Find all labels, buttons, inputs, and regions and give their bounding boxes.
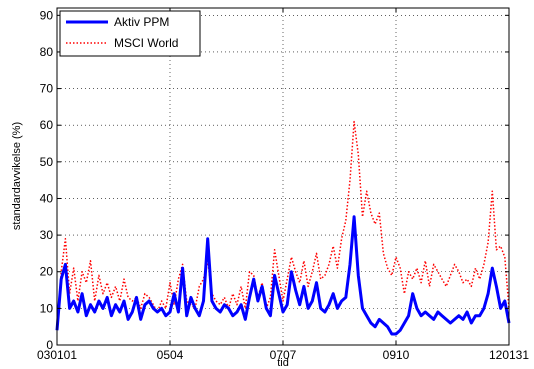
y-tick-label: 50 — [40, 155, 54, 169]
x-tick-label: 030101 — [37, 348, 77, 362]
x-axis-ticks: 030101 0504 0707 0910 120131 — [37, 8, 529, 362]
legend-box — [59, 10, 201, 57]
series-line-msci-world — [56, 120, 510, 327]
y-axis-label: standardavvikelse (%) — [11, 122, 23, 230]
y-tick-label: 60 — [40, 118, 54, 132]
y-tick-label: 0 — [46, 338, 53, 352]
legend-label-aktiv-ppm: Aktiv PPM — [114, 15, 169, 29]
legend-label-msci-world: MSCI World — [114, 36, 178, 50]
x-tick-label: 0707 — [270, 348, 297, 362]
legend: Aktiv PPM MSCI World — [59, 10, 201, 57]
x-tick-label: 0504 — [157, 348, 184, 362]
x-axis-label: tid — [277, 357, 289, 369]
grid — [57, 8, 509, 345]
y-tick-label: 70 — [40, 82, 54, 96]
y-tick-label: 20 — [40, 265, 54, 279]
x-tick-label: 0910 — [383, 348, 410, 362]
x-tick-label: 120131 — [489, 348, 529, 362]
y-tick-label: 80 — [40, 45, 54, 59]
y-tick-label: 30 — [40, 228, 54, 242]
series-line-aktiv-ppm — [55, 215, 511, 336]
y-tick-label: 40 — [40, 191, 54, 205]
y-tick-label: 90 — [40, 8, 54, 22]
y-axis-ticks: 0 10 20 30 40 50 60 70 80 90 — [40, 8, 509, 352]
y-tick-label: 10 — [40, 301, 54, 315]
series-layer — [55, 120, 511, 336]
